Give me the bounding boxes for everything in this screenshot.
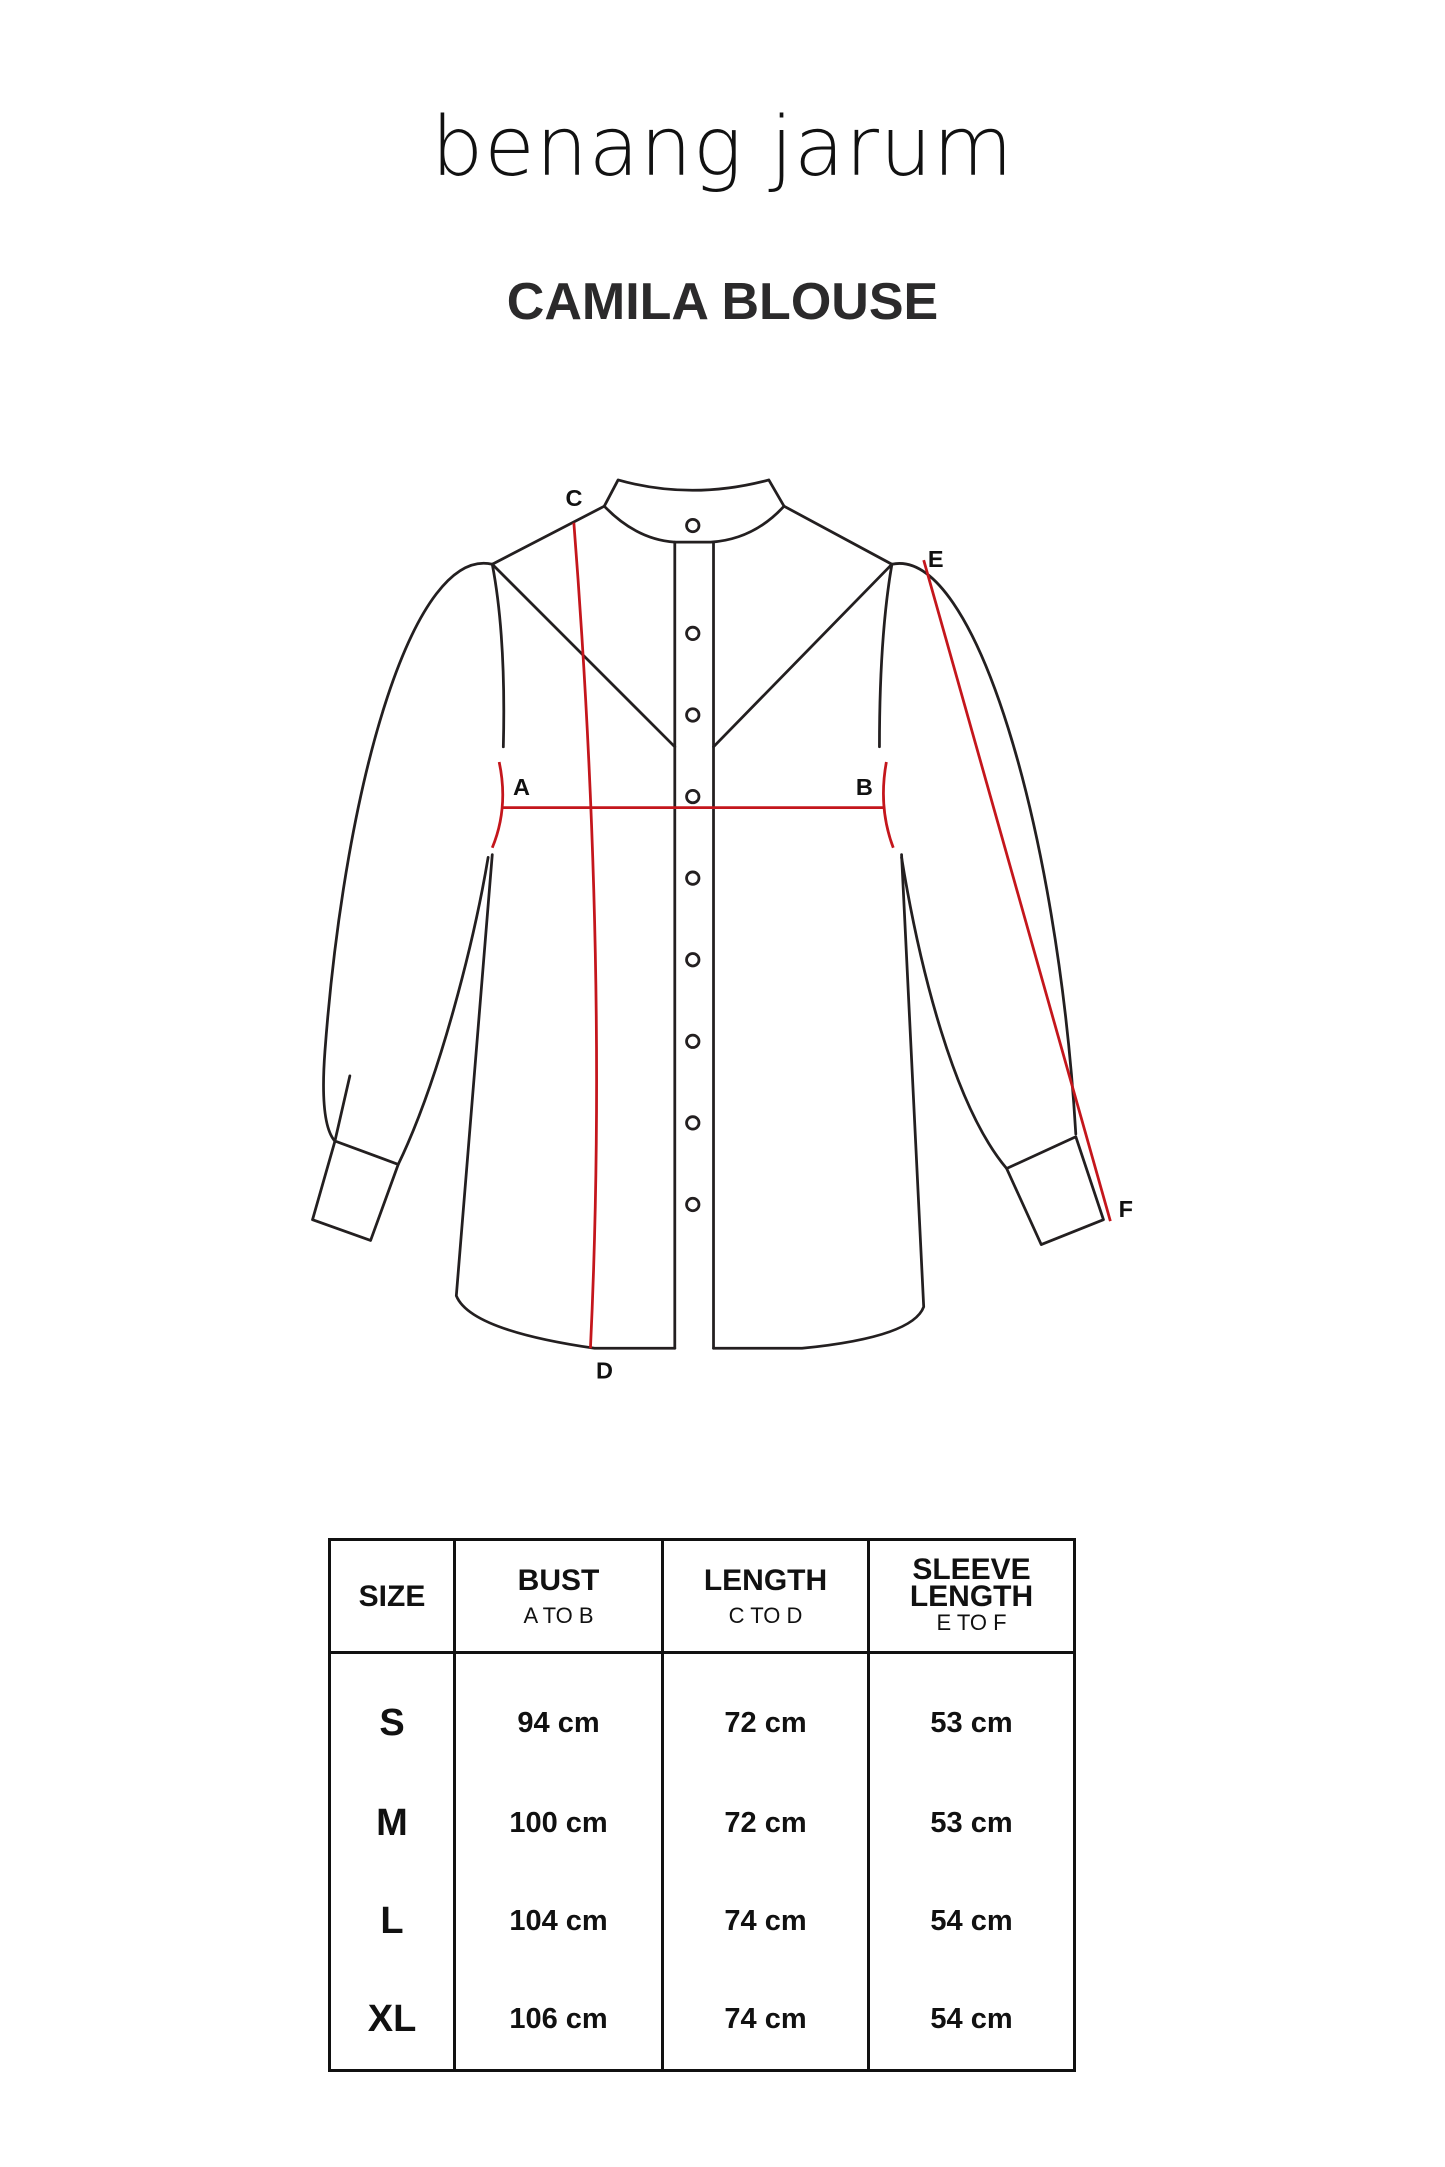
product-title: CAMILA BLOUSE <box>506 273 939 331</box>
button-mark <box>685 517 701 534</box>
length-line-c-d <box>572 522 598 1349</box>
button-mark <box>685 707 701 723</box>
blouse-outline <box>311 478 1105 1350</box>
label-f: F <box>1119 1196 1133 1222</box>
button-mark <box>685 1115 701 1131</box>
cell-size: M <box>328 1773 455 1873</box>
cell-bust: 104 cm <box>453 1872 663 1971</box>
cell-bust: 94 cm <box>453 1652 663 1774</box>
buttons <box>685 517 701 1213</box>
button-mark <box>685 1033 701 1049</box>
cell-length: 74 cm <box>661 1970 869 2071</box>
measurement-lines <box>490 522 1112 1349</box>
button-mark <box>685 1196 701 1213</box>
cell-length: 72 cm <box>661 1652 869 1774</box>
label-b: B <box>856 774 873 800</box>
button-mark <box>685 788 701 805</box>
label-a: A <box>513 774 530 800</box>
cell-size: XL <box>328 1970 455 2071</box>
bust-arc-a <box>490 761 505 849</box>
header-bust: BUST A TO B <box>453 1539 663 1654</box>
button-mark <box>685 625 701 642</box>
label-c: C <box>566 485 583 511</box>
cell-sleeve: 54 cm <box>867 1970 1075 2071</box>
table-row: M 100 cm 72 cm 53 cm <box>328 1773 1075 1873</box>
cell-sleeve: 54 cm <box>867 1872 1075 1971</box>
label-e: E <box>928 546 944 572</box>
table-header-row: SIZE BUST A TO B LENGTH C TO D SLEEVE LENG… <box>328 1539 1075 1654</box>
cell-bust: 106 cm <box>453 1970 663 2071</box>
table-row: S 94 cm 72 cm 53 cm <box>328 1652 1075 1774</box>
sleeve-line-e-f <box>922 559 1112 1222</box>
button-mark <box>685 952 701 968</box>
cell-size: S <box>328 1652 455 1774</box>
cell-size: L <box>328 1872 455 1971</box>
header-length: LENGTH C TO D <box>661 1539 869 1654</box>
cell-sleeve: 53 cm <box>867 1773 1075 1873</box>
header-size: SIZE <box>328 1539 455 1654</box>
label-d: D <box>596 1358 613 1384</box>
cell-bust: 100 cm <box>453 1773 663 1873</box>
cell-length: 72 cm <box>661 1773 869 1873</box>
cell-length: 74 cm <box>661 1872 869 1971</box>
bust-arc-b <box>882 761 895 849</box>
header-sleeve-length: SLEEVE LENGTH E TO F <box>867 1539 1075 1654</box>
button-mark <box>685 870 701 886</box>
cell-sleeve: 53 cm <box>867 1652 1075 1774</box>
size-chart-table: SIZE BUST A TO B LENGTH C TO D SLEEVE LENG… <box>328 1538 1076 2072</box>
table-row: L 104 cm 74 cm 54 cm <box>328 1872 1075 1971</box>
table-row: XL 106 cm 74 cm 54 cm <box>328 1970 1075 2071</box>
brand-logo: benang jarum <box>431 100 1014 195</box>
